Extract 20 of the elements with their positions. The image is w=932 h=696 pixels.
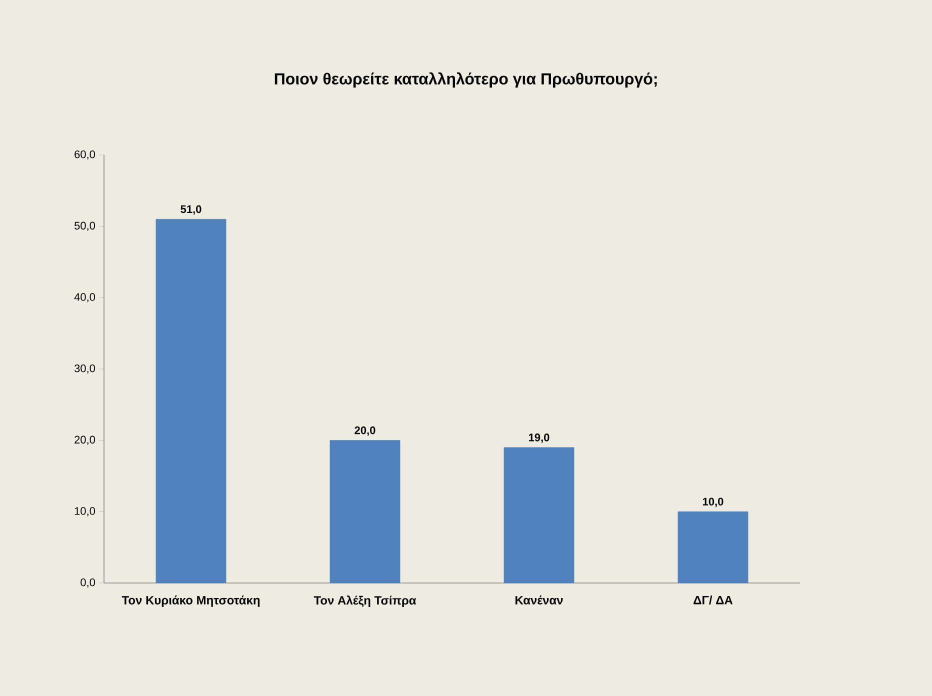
data-label: 51,0	[180, 205, 202, 215]
y-tick-label: 30,0	[74, 364, 96, 374]
y-tick-label: 60,0	[74, 150, 96, 160]
bar	[156, 218, 226, 584]
y-tick-label: 0,0	[80, 578, 96, 588]
y-tick-label: 50,0	[74, 222, 96, 231]
data-label: 10,0	[702, 498, 724, 508]
data-label: 20,0	[354, 426, 376, 436]
x-tick-label: Τον Αλέξη Τσίπρα	[314, 596, 416, 608]
x-tick-label: Τον Κυριάκο Μητσοτάκη	[122, 596, 260, 607]
bar	[678, 511, 748, 584]
y-tick-label: 40,0	[74, 293, 96, 302]
bar	[504, 447, 574, 584]
bar	[330, 440, 400, 584]
y-tick-label: 10,0	[74, 507, 96, 516]
x-tick-label: Κανέναν	[516, 596, 563, 604]
x-tick-label: ΔΓ/ ΔΑ	[694, 596, 733, 604]
chart-title: Ποιον θεωρείτε καταλληλότερο για Πρωθυπουργό;	[274, 72, 657, 88]
y-tick-label: 20,0	[74, 436, 96, 445]
data-label: 19,0	[528, 434, 550, 443]
